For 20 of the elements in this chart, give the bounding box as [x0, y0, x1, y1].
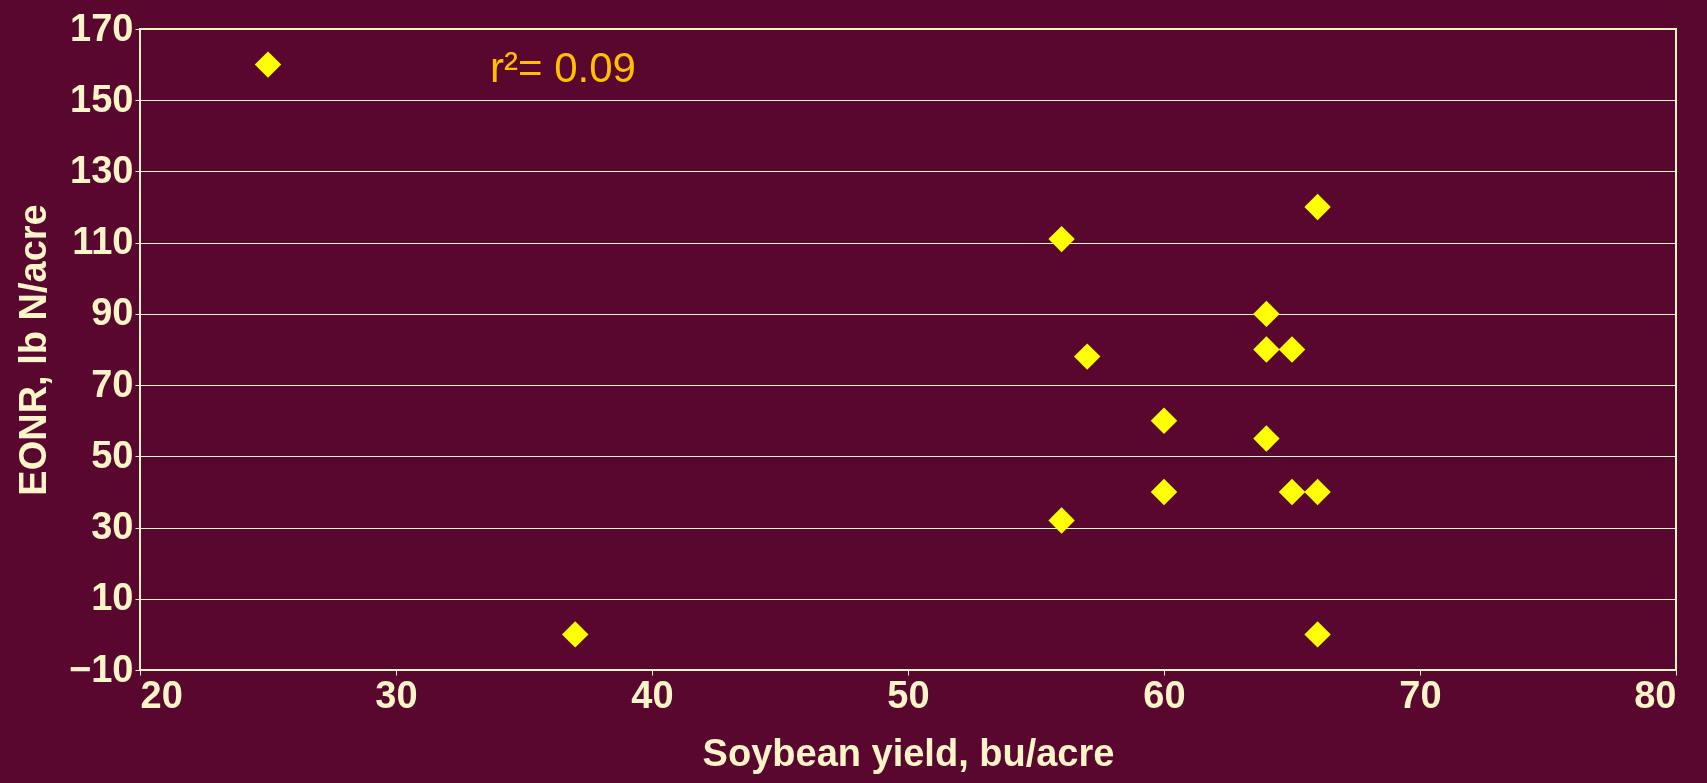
y-tick-label: 70 [91, 362, 134, 405]
annotation: r²= 0.09 [490, 44, 636, 91]
y-tick-label: 130 [70, 148, 134, 191]
x-tick-label: 40 [631, 673, 674, 716]
y-tick-label: 30 [91, 505, 134, 548]
y-tick-label: −10 [69, 647, 134, 690]
x-axis-title: Soybean yield, bu/acre [702, 731, 1115, 774]
y-tick-label: 90 [91, 291, 134, 334]
x-tick-label: 50 [887, 673, 930, 716]
y-tick-label: 50 [91, 433, 134, 476]
x-tick-label: 30 [375, 673, 418, 716]
x-tick-label: 80 [1634, 673, 1677, 716]
x-tick-label: 20 [140, 673, 183, 716]
y-tick-label: 150 [70, 77, 134, 120]
x-tick-label: 60 [1143, 673, 1186, 716]
y-tick-label: 170 [70, 6, 134, 49]
y-tick-label: 110 [72, 220, 134, 263]
y-axis-title: EONR, lb N/acre [12, 204, 55, 496]
x-tick-label: 70 [1399, 673, 1442, 716]
y-tick-label: 10 [91, 576, 134, 619]
